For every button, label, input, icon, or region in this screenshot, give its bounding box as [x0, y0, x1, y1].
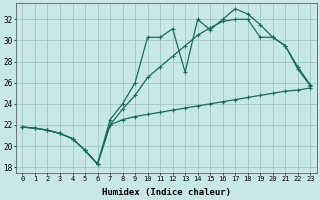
X-axis label: Humidex (Indice chaleur): Humidex (Indice chaleur)	[102, 188, 231, 197]
